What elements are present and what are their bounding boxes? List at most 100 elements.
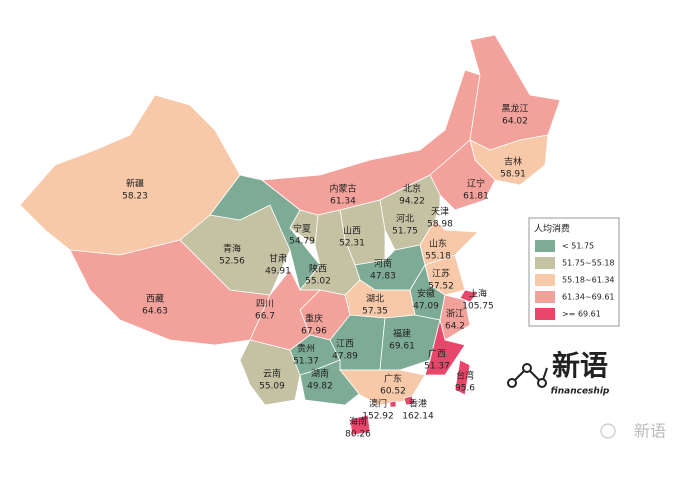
logo-dot (507, 378, 517, 388)
region-value: 95.6 (455, 384, 475, 394)
regions (19, 34, 561, 436)
legend-swatch (535, 291, 555, 303)
region-value: 64.2 (445, 322, 465, 332)
region (459, 289, 479, 303)
region-name: 北京 (403, 183, 421, 195)
legend-swatch (535, 240, 555, 252)
region-name: 甘肃 (269, 253, 287, 265)
region-name: 广东 (384, 373, 402, 385)
region-value: 94.22 (399, 197, 425, 207)
region-name: 四川 (256, 300, 274, 310)
region-name: 天津 (431, 207, 449, 218)
region-name: 青海 (223, 243, 241, 255)
legend-swatch (535, 308, 555, 320)
region (469, 34, 561, 151)
region-value: 47.89 (332, 352, 358, 362)
logo-title: 新语 (552, 349, 608, 382)
region-name: 江苏 (432, 268, 450, 280)
region (403, 395, 415, 406)
region-name: 山东 (429, 238, 447, 250)
region-name: 宁夏 (293, 223, 311, 235)
region-name: 江西 (336, 339, 354, 350)
region-value: 58.98 (427, 220, 453, 230)
region (429, 139, 496, 211)
region-name: 新疆 (126, 178, 144, 190)
region-name: 重庆 (305, 313, 323, 325)
region-value: 55.09 (259, 382, 285, 392)
region-name: 上海 (469, 288, 487, 300)
region-value: 47.83 (370, 272, 396, 282)
region-name: 山西 (343, 226, 361, 237)
region-value: 105.75 (462, 302, 494, 312)
region (349, 414, 371, 436)
region-value: 47.09 (413, 302, 439, 312)
region-value: 80.26 (345, 430, 371, 440)
region-name: 台湾 (456, 370, 474, 382)
region-value: 61.81 (463, 192, 489, 202)
logo-dot (522, 363, 532, 373)
legend-label: 61.34~69.61 (562, 293, 615, 302)
region-value: 58.23 (122, 192, 148, 202)
region-value: 57.52 (428, 282, 454, 292)
region-name: 西藏 (146, 293, 164, 305)
region (389, 400, 397, 408)
region-name: 安徽 (417, 288, 435, 300)
region-name: 陕西 (309, 263, 327, 275)
region-value: 51.37 (424, 362, 450, 372)
region (454, 359, 471, 396)
region-value: 64.63 (142, 307, 168, 317)
region-value: 162.14 (402, 412, 434, 422)
region-value: 64.02 (502, 117, 528, 127)
logo: 新语 financeship (507, 349, 610, 397)
region-name: 海南 (349, 416, 367, 428)
region (379, 174, 441, 251)
region-name: 内蒙古 (329, 183, 356, 195)
logo-dot (537, 378, 547, 388)
region-value: 51.37 (293, 357, 319, 367)
legend-label: >= 69.61 (562, 310, 601, 319)
region-name: 贵州 (297, 343, 315, 355)
region-name: 香港 (409, 398, 427, 410)
region-value: 54.79 (289, 237, 315, 247)
region-value: 61.34 (330, 197, 356, 207)
region-name: 湖北 (366, 294, 384, 305)
legend-label: < 51.75 (562, 242, 594, 251)
legend-label: 55.18~61.34 (562, 276, 615, 285)
region-value: 52.31 (339, 239, 365, 249)
region-value: 51.75 (392, 227, 418, 237)
region-name: 河南 (374, 258, 392, 270)
region-value: 69.61 (389, 342, 415, 352)
region-name: 吉林 (504, 156, 522, 168)
legend-swatch (535, 257, 555, 269)
region-name: 黑龙江 (501, 103, 528, 115)
watermark-icon (600, 423, 616, 439)
region-value: 52.56 (219, 257, 245, 267)
region-value: 67.96 (301, 327, 327, 337)
legend-swatch (535, 274, 555, 286)
region-name: 广西 (428, 348, 446, 360)
watermark: 新语 (634, 422, 666, 441)
region-value: 66.7 (255, 312, 275, 322)
region-value: 57.35 (362, 307, 388, 317)
region-value: 55.02 (305, 277, 331, 287)
region-name: 福建 (393, 328, 411, 340)
logo-subtitle: financeship (551, 387, 610, 397)
region-value: 55.18 (425, 252, 451, 262)
region-value: 49.82 (307, 382, 333, 392)
region-value: 60.52 (380, 387, 406, 397)
region (339, 369, 426, 406)
legend-title: 人均消费 (534, 223, 570, 235)
region-name: 云南 (263, 368, 281, 380)
region-name: 河北 (396, 213, 414, 225)
legend-label: 51.75~55.18 (562, 259, 615, 268)
region (439, 294, 471, 341)
region-value: 152.92 (362, 412, 394, 422)
region-name: 澳门 (369, 398, 387, 410)
region-value: 58.91 (500, 170, 526, 180)
region-name: 浙江 (446, 308, 464, 320)
region-value: 49.91 (265, 267, 291, 277)
region-name: 辽宁 (467, 178, 485, 190)
region-name: 湖南 (311, 368, 329, 380)
region (239, 339, 301, 406)
